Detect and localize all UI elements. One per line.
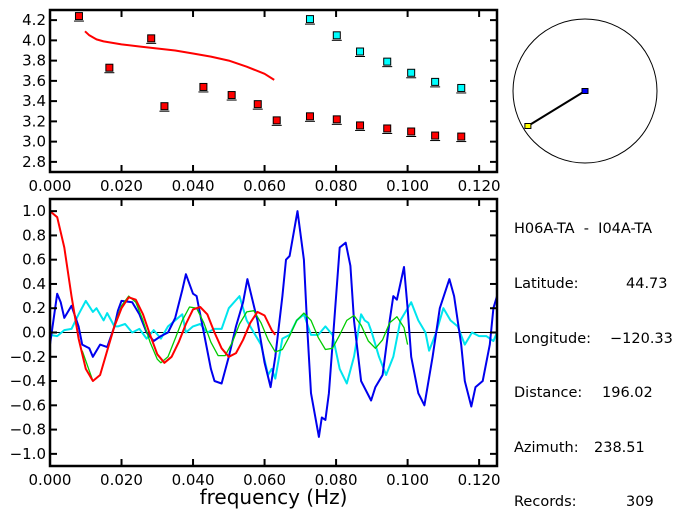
correlation-chart: 0.000 0.020 0.040 0.060 0.080 0.100 0.120 −1.0 −…	[10, 197, 501, 509]
y-tick-label: −0.2	[10, 348, 46, 366]
azimuth-map	[512, 18, 658, 164]
cyan-points-marker	[305, 15, 314, 24]
red-points-marker	[332, 115, 341, 124]
info-label: Longitude:	[514, 330, 592, 347]
red-points-marker	[383, 124, 392, 133]
green-series-line	[81, 295, 409, 382]
y-tick-label: 3.8	[22, 52, 46, 70]
y-tick-label: 3.0	[22, 133, 46, 151]
red-series-line	[49, 210, 277, 382]
dispersion-chart: 0.000 0.020 0.040 0.060 0.080 0.100 0.120 2.8 3.…	[22, 8, 501, 195]
y-tick-label: 1.0	[22, 202, 46, 220]
azimuth-line	[527, 90, 586, 127]
y-tick-label: −0.8	[10, 421, 46, 439]
red-curve-series-line	[84, 30, 275, 81]
y-tick-label: 0.6	[22, 251, 46, 269]
x-tick-label: 0.060	[243, 177, 286, 195]
figure: 0.000 0.020 0.040 0.060 0.080 0.100 0.120 2.8 3.…	[10, 8, 658, 509]
info-row-longitude: Longitude: −120.33	[514, 330, 673, 348]
info-label: Azimuth:	[514, 439, 579, 456]
red-points-marker	[356, 121, 365, 130]
y-tick-label: −0.4	[10, 372, 46, 390]
red-points-marker	[199, 82, 208, 91]
x-tick-label: 0.060	[243, 471, 286, 489]
x-tick-label: 0.100	[386, 471, 429, 489]
red-points-marker	[105, 63, 114, 72]
info-value: −120.33	[610, 330, 673, 347]
x-tick-label: 0.020	[100, 471, 143, 489]
station-pair-title: H06A-TA - I04A-TA	[514, 221, 653, 238]
info-label: Records:	[514, 494, 577, 511]
x-tick-label: 0.000	[29, 177, 72, 195]
y-tick-label: 3.6	[22, 72, 46, 90]
x-axis-title: frequency (Hz)	[200, 485, 348, 509]
station-info-panel: H06A-TA - I04A-TA Latitude: 44.73 Longitu…	[514, 184, 673, 530]
y-tick-label: −0.6	[10, 396, 46, 414]
info-row-records: Records: 309	[514, 493, 673, 511]
red-points-marker	[457, 132, 466, 141]
info-row-distance: Distance: 196.02	[514, 384, 673, 402]
y-tick-label: 4.2	[22, 11, 46, 29]
red-points-marker	[253, 100, 262, 109]
info-row-azimuth: Azimuth: 238.51	[514, 439, 673, 457]
info-value: 238.51	[594, 439, 645, 456]
cyan-points-marker	[457, 83, 466, 92]
plot-frame	[48, 8, 499, 174]
x-tick-label: 0.040	[172, 471, 215, 489]
blue-series-line	[49, 210, 498, 438]
info-label: Distance:	[514, 385, 583, 402]
red-points-marker	[272, 116, 281, 125]
center-station-marker	[581, 88, 589, 94]
azimuth-circle	[512, 18, 658, 164]
info-label: Latitude:	[514, 276, 579, 293]
info-value: 44.73	[626, 276, 668, 293]
x-tick-label: 0.020	[100, 177, 143, 195]
remote-station-marker	[524, 123, 532, 129]
cyan-points-marker	[383, 57, 392, 66]
y-tick-label: 2.8	[22, 153, 46, 171]
red-points-marker	[147, 34, 156, 43]
cyan-points-marker	[332, 31, 341, 40]
info-value: 309	[626, 494, 654, 511]
x-tick-label: 0.100	[386, 177, 429, 195]
red-points-marker	[227, 91, 236, 100]
red-points-marker	[160, 102, 169, 111]
info-row-latitude: Latitude: 44.73	[514, 275, 673, 293]
y-tick-label: 3.2	[22, 112, 46, 130]
y-tick-label: 0.0	[22, 324, 46, 342]
y-tick-label: 0.4	[22, 275, 46, 293]
x-tick-label: 0.000	[29, 471, 72, 489]
red-points-marker	[407, 127, 416, 136]
x-tick-label: 0.080	[315, 177, 358, 195]
red-points-marker	[305, 112, 314, 121]
x-tick-label: 0.120	[458, 177, 501, 195]
x-tick-label: 0.120	[458, 471, 501, 489]
red-points-marker	[431, 131, 440, 140]
x-tick-label: 0.080	[315, 471, 358, 489]
y-tick-label: 0.2	[22, 299, 46, 317]
y-tick-label: 4.0	[22, 31, 46, 49]
cyan-points-marker	[431, 77, 440, 86]
x-tick-label: 0.040	[172, 177, 215, 195]
info-value: 196.02	[602, 385, 653, 402]
y-tick-label: 3.4	[22, 92, 46, 110]
y-tick-label: 0.8	[22, 226, 46, 244]
red-points-marker	[74, 12, 83, 21]
cyan-points-marker	[407, 68, 416, 77]
cyan-points-marker	[356, 47, 365, 56]
y-tick-label: −1.0	[10, 445, 46, 463]
